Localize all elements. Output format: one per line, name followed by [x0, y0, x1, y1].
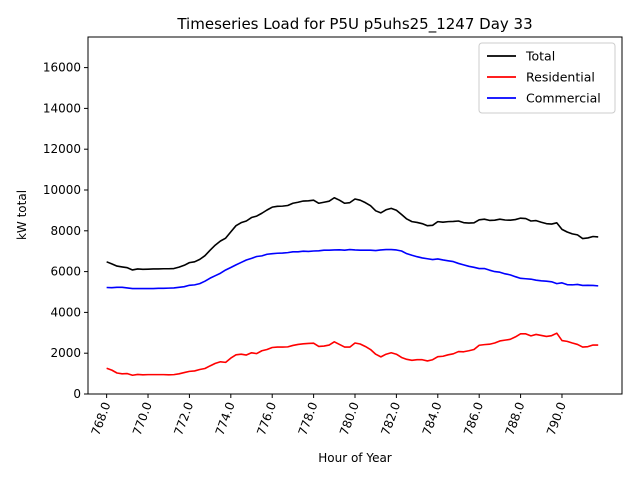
- y-axis-label: kW total: [15, 190, 29, 240]
- series-line-commercial: [106, 248, 599, 290]
- x-axis-label: Hour of Year: [318, 451, 392, 465]
- chart-title: Timeseries Load for P5U p5uhs25_1247 Day…: [176, 15, 532, 34]
- series-line-total: [106, 196, 599, 271]
- y-tick-label: 16000: [43, 61, 81, 75]
- y-tick-label: 8000: [50, 224, 81, 238]
- series-line-residential: [106, 332, 599, 377]
- series-group: [106, 196, 599, 377]
- y-tick-label: 0: [73, 387, 81, 401]
- y-tick-label: 4000: [50, 305, 81, 319]
- y-axis: 0 2000 4000 6000 8000 10000 12000 14000 16000: [43, 61, 88, 401]
- y-tick-label: 14000: [43, 101, 81, 115]
- legend-label-residential: Residential: [526, 70, 595, 85]
- y-tick-label: 2000: [50, 346, 81, 360]
- legend: Total Residential Commercial: [478, 42, 616, 114]
- legend-box: [478, 42, 616, 114]
- legend-label-commercial: Commercial: [526, 91, 601, 106]
- y-tick-label: 12000: [43, 142, 81, 156]
- y-tick-label: 6000: [50, 265, 81, 279]
- legend-label-total: Total: [525, 49, 555, 64]
- y-tick-label: 10000: [43, 183, 81, 197]
